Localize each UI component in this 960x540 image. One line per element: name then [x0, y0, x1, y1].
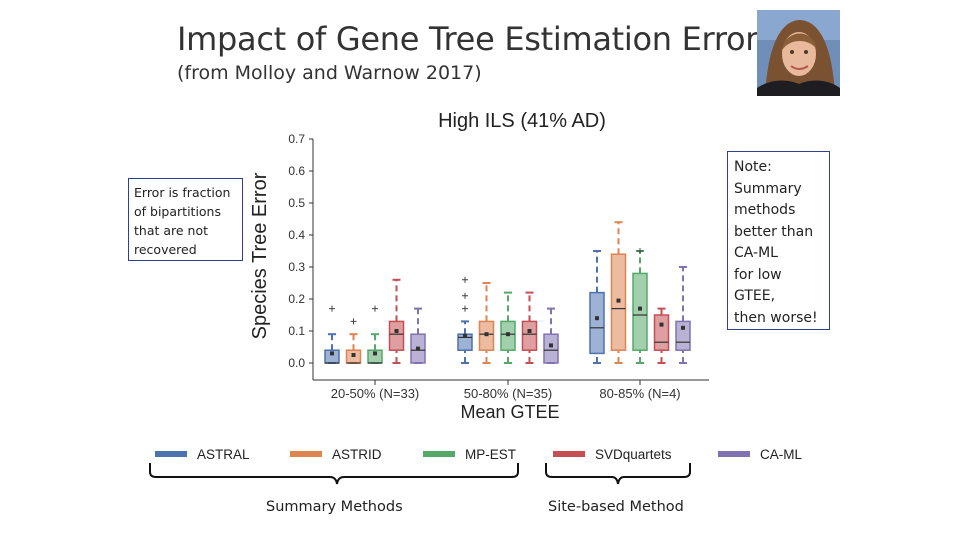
x-tick-label: 20-50% (N=33)	[331, 386, 420, 401]
mean-marker	[549, 343, 553, 348]
mean-marker	[330, 351, 334, 356]
outlier-marker	[372, 305, 378, 312]
box-astral-2	[457, 276, 473, 364]
right-note-line: GTEE,	[734, 288, 776, 304]
legend-item-astrid: ASTRID	[290, 447, 382, 462]
mean-marker	[616, 298, 621, 303]
right-note-line: better than	[734, 223, 814, 240]
left-note-line: Error is fraction	[134, 185, 231, 200]
mean-marker	[351, 353, 356, 357]
mean-marker	[506, 332, 510, 337]
site-based-method-label: Site-based Method	[548, 499, 684, 515]
mean-marker	[595, 316, 599, 321]
outlier-marker	[637, 248, 643, 254]
left-note-line: of bipartitions	[134, 204, 221, 219]
mean-marker	[659, 322, 664, 327]
outlier-marker	[462, 292, 468, 299]
legend-label: ASTRAL	[197, 447, 250, 462]
site-bracket	[545, 463, 691, 485]
mean-marker	[484, 332, 489, 337]
legend-item-mp-est: MP-EST	[423, 447, 516, 462]
y-tick-label: 0.1	[288, 324, 305, 338]
y-tick-label: 0.0	[288, 356, 305, 370]
box-ca-ml-1	[410, 307, 426, 364]
box-astrid-2	[478, 282, 495, 364]
box-iqr	[675, 320, 691, 351]
mean-marker	[463, 333, 467, 338]
legend-swatch	[553, 451, 585, 457]
box-astral-3	[589, 250, 605, 364]
legend-label: MP-EST	[465, 447, 516, 462]
legend-label: ASTRID	[332, 447, 382, 462]
outlier-marker	[350, 318, 357, 325]
box-astrid-3	[610, 221, 627, 364]
box-iqr	[521, 320, 538, 351]
mean-marker	[681, 325, 685, 330]
y-tick-label: 0.3	[288, 260, 305, 274]
right-note-line: Summary	[734, 180, 802, 197]
box-mp-est-3	[632, 248, 648, 364]
legend-swatch	[155, 451, 187, 457]
left-note-box: Error is fraction of bipartitions that a…	[128, 178, 243, 261]
box-astrid-1	[345, 318, 362, 364]
legend-label: SVDquartets	[595, 447, 672, 462]
mean-marker	[416, 346, 420, 351]
outlier-marker	[462, 276, 468, 283]
mean-marker	[394, 329, 399, 333]
x-tick-label: 80-85% (N=4)	[599, 386, 680, 401]
legend-swatch	[423, 451, 455, 457]
y-axis-label: Species Tree Error	[249, 172, 271, 339]
summary-bracket	[149, 463, 519, 485]
right-note-line: for low	[734, 266, 782, 283]
box-iqr	[632, 272, 648, 351]
slide-subtitle: (from Molloy and Warnow 2017)	[177, 62, 482, 84]
right-note-box: Note: Summary methods better than CA-ML …	[727, 151, 830, 330]
portrait-photo	[757, 10, 840, 96]
right-note-line: then worse!	[734, 309, 818, 326]
y-tick-label: 0.6	[288, 164, 305, 178]
x-tick-label: 50-80% (N=35)	[464, 386, 553, 401]
legend-item-ca-ml: CA-ML	[718, 447, 802, 462]
slide-title: Impact of Gene Tree Estimation Error	[177, 20, 759, 58]
right-note-line: Note:	[734, 159, 772, 175]
box-ca-ml-2	[543, 307, 559, 364]
box-iqr	[653, 314, 670, 351]
y-tick-label: 0.7	[288, 132, 305, 146]
left-note-line: that are not	[134, 223, 209, 238]
mean-marker	[638, 306, 642, 311]
box-mp-est-2	[500, 291, 516, 364]
summary-methods-label: Summary Methods	[266, 499, 403, 515]
box-svdquartets-1	[388, 278, 405, 364]
box-ca-ml-3	[675, 266, 691, 364]
chart-title: High ILS (41% AD)	[438, 110, 606, 132]
y-tick-label: 0.4	[288, 228, 305, 242]
legend-item-astral: ASTRAL	[155, 447, 250, 462]
mean-marker	[527, 329, 532, 333]
brackets	[149, 463, 691, 485]
left-note-line: recovered	[134, 242, 197, 257]
right-note-line: methods	[734, 202, 796, 218]
outlier-marker	[329, 305, 335, 312]
y-tick-label: 0.5	[288, 196, 305, 210]
legend-label: CA-ML	[760, 447, 802, 462]
box-astral-1	[324, 305, 340, 364]
box-svdquartets-3	[653, 307, 670, 364]
outlier-marker	[462, 305, 468, 312]
right-note-line: CA-ML	[734, 245, 778, 261]
legend-swatch	[290, 451, 322, 457]
box-iqr	[543, 333, 559, 364]
legend-item-svdquartets: SVDquartets	[553, 447, 672, 462]
y-tick-label: 0.2	[288, 292, 305, 306]
box-mp-est-1	[367, 305, 383, 364]
box-iqr	[388, 320, 405, 351]
portrait-photo-icon	[757, 10, 840, 96]
legend-swatch	[718, 451, 750, 457]
mean-marker	[373, 351, 377, 356]
box-iqr	[589, 291, 605, 355]
x-axis-label: Mean GTEE	[460, 402, 559, 422]
box-svdquartets-2	[521, 291, 538, 364]
